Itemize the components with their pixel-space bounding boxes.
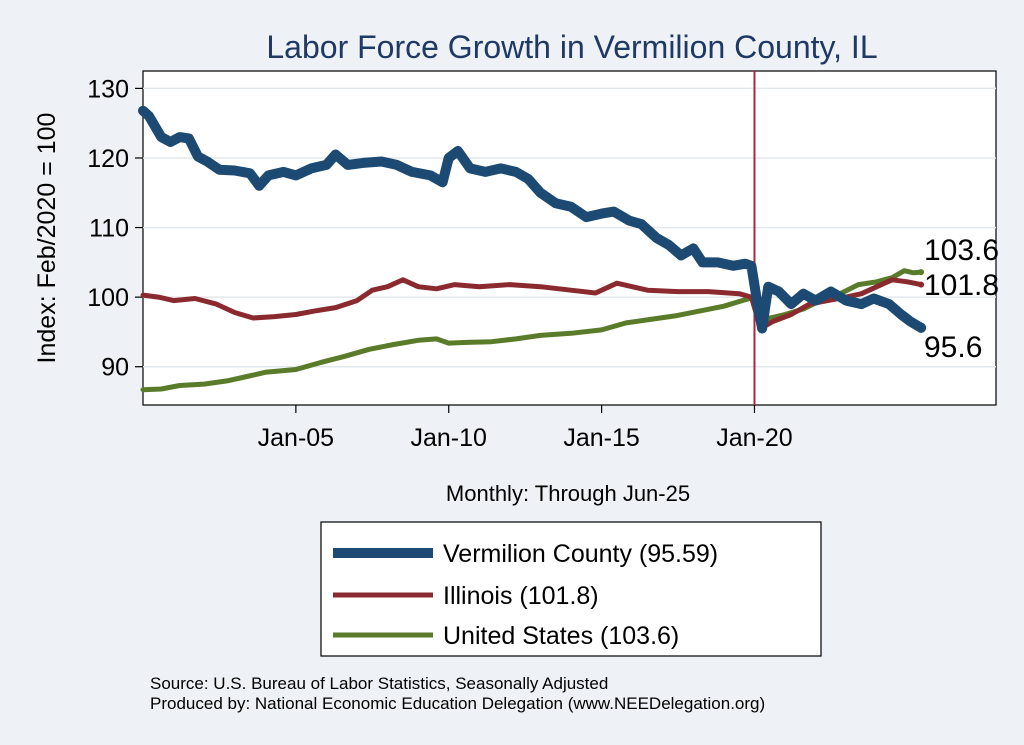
y-tick-label: 100 bbox=[87, 284, 129, 312]
y-tick-label: 110 bbox=[89, 215, 129, 243]
legend-entries: Vermilion County (95.59) Illinois (101.8)… bbox=[333, 540, 718, 650]
x-tick-label: Jan-15 bbox=[563, 424, 639, 452]
legend-label-0: Vermilion County (95.59) bbox=[443, 540, 718, 568]
x-axis-label: Monthly: Through Jun-25 bbox=[446, 481, 690, 506]
y-tick-label: 120 bbox=[87, 145, 129, 173]
end-label-0: 95.6 bbox=[924, 331, 982, 364]
y-tick-label: 130 bbox=[87, 75, 129, 103]
series-end-point-0 bbox=[916, 322, 927, 333]
series-end-point-2 bbox=[918, 269, 925, 276]
produced-by-line: Produced by: National Economic Education… bbox=[150, 694, 765, 713]
grid-lines bbox=[143, 87, 996, 368]
legend-label-1: Illinois (101.8) bbox=[443, 582, 599, 610]
legend: Vermilion County (95.59) Illinois (101.8)… bbox=[320, 521, 822, 657]
y-tick-label: 90 bbox=[101, 354, 129, 382]
x-tick-label: Jan-10 bbox=[411, 424, 487, 452]
legend-label-2: United States (103.6) bbox=[443, 622, 679, 650]
axes: 90 100 110 120 130 Jan-05 Jan-10 Jan-15 Jan-20 bbox=[87, 75, 792, 452]
series-line-0 bbox=[138, 105, 927, 334]
series-end-point-1 bbox=[918, 281, 925, 288]
end-label-1: 101.8 bbox=[924, 269, 999, 302]
x-tick-label: Jan-20 bbox=[716, 424, 792, 452]
plot-area bbox=[142, 70, 997, 406]
source-line: Source: U.S. Bureau of Labor Statistics,… bbox=[150, 674, 608, 693]
y-axis-label: Index: Feb/2020 = 100 bbox=[33, 113, 61, 364]
end-label-2: 103.6 bbox=[924, 234, 999, 267]
chart-title: Labor Force Growth in Vermilion County, … bbox=[266, 29, 877, 65]
x-tick-label: Jan-05 bbox=[258, 424, 334, 452]
series-lines bbox=[138, 105, 927, 393]
